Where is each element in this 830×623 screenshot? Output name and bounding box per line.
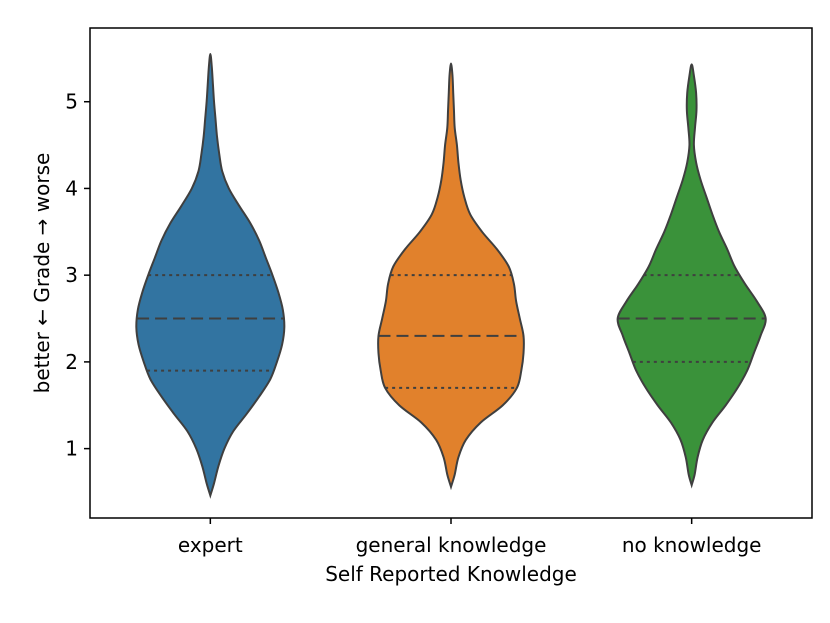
y-tick-label: 3 xyxy=(65,263,78,287)
y-tick-label: 5 xyxy=(65,90,78,114)
x-tick-label: expert xyxy=(178,533,243,557)
violin-general-knowledge xyxy=(377,62,525,491)
x-tick-label: general knowledge xyxy=(356,533,547,557)
y-tick-label: 4 xyxy=(65,176,78,200)
x-axis-label: Self Reported Knowledge xyxy=(325,562,577,586)
y-axis-label: better ← Grade → worse xyxy=(30,153,54,394)
y-axis: 1 2 3 4 5 xyxy=(65,90,90,461)
x-axis: expert general knowledge no knowledge xyxy=(178,518,762,557)
violin-expert xyxy=(135,53,286,499)
x-tick-label: no knowledge xyxy=(622,533,762,557)
y-tick-label: 2 xyxy=(65,350,78,374)
violins-layer xyxy=(135,53,767,499)
y-tick-label: 1 xyxy=(65,437,78,461)
violin-no-knowledge xyxy=(616,63,767,489)
